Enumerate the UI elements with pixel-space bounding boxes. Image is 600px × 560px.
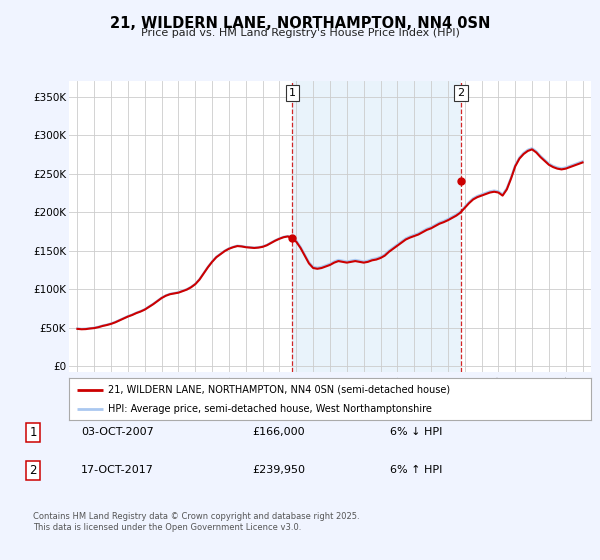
Text: 2: 2 bbox=[458, 88, 465, 98]
Text: £166,000: £166,000 bbox=[252, 427, 305, 437]
Text: £239,950: £239,950 bbox=[252, 465, 305, 475]
Text: Price paid vs. HM Land Registry's House Price Index (HPI): Price paid vs. HM Land Registry's House … bbox=[140, 28, 460, 38]
Text: 1: 1 bbox=[289, 88, 296, 98]
Text: 17-OCT-2017: 17-OCT-2017 bbox=[81, 465, 154, 475]
Text: 1: 1 bbox=[29, 426, 37, 439]
Text: 6% ↓ HPI: 6% ↓ HPI bbox=[390, 427, 442, 437]
Text: Contains HM Land Registry data © Crown copyright and database right 2025.
This d: Contains HM Land Registry data © Crown c… bbox=[33, 512, 359, 532]
Text: 21, WILDERN LANE, NORTHAMPTON, NN4 0SN: 21, WILDERN LANE, NORTHAMPTON, NN4 0SN bbox=[110, 16, 490, 31]
Text: 03-OCT-2007: 03-OCT-2007 bbox=[81, 427, 154, 437]
Text: 2: 2 bbox=[29, 464, 37, 477]
Text: 6% ↑ HPI: 6% ↑ HPI bbox=[390, 465, 442, 475]
Text: HPI: Average price, semi-detached house, West Northamptonshire: HPI: Average price, semi-detached house,… bbox=[108, 404, 432, 414]
Bar bbox=[292, 81, 461, 372]
Text: 21, WILDERN LANE, NORTHAMPTON, NN4 0SN (semi-detached house): 21, WILDERN LANE, NORTHAMPTON, NN4 0SN (… bbox=[108, 385, 450, 395]
